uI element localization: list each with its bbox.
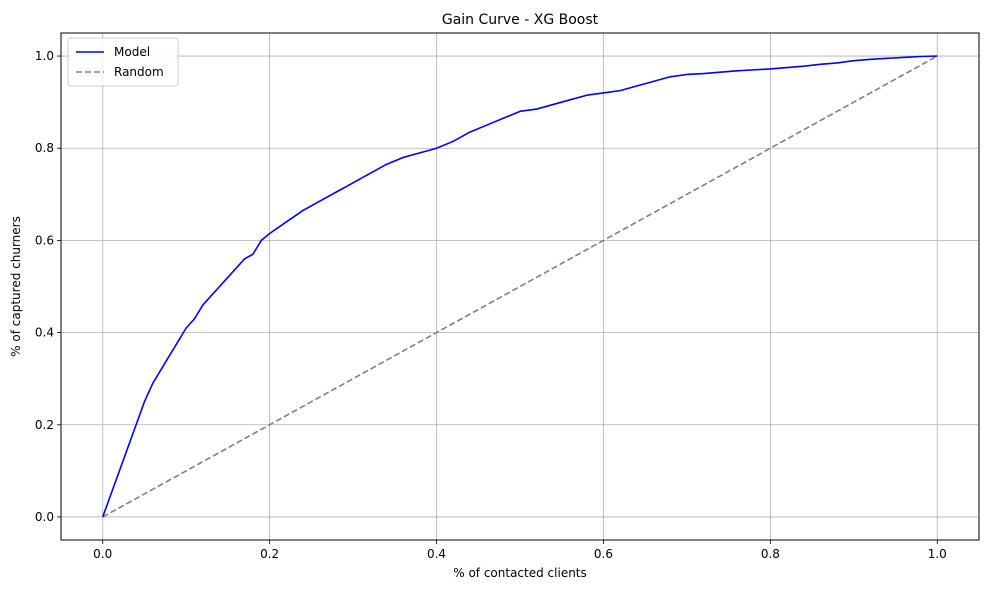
x-tick-label: 0.0 [93, 547, 112, 561]
y-tick-label: 1.0 [35, 49, 54, 63]
x-axis-title: % of contacted clients [453, 566, 587, 580]
plot-frame [60, 32, 980, 541]
legend-label-model: Model [114, 45, 150, 59]
y-tick-label: 0.8 [35, 141, 54, 155]
series-line-model [101, 55, 938, 518]
series-line-random [102, 55, 938, 518]
x-tick-label: 1.0 [928, 547, 947, 561]
x-axis: 0.0 0.2 0.4 0.6 0.8 1.0 [93, 540, 947, 561]
grid [61, 33, 979, 540]
x-tick-label: 0.6 [594, 547, 613, 561]
y-axis: 0.0 0.2 0.4 0.6 0.8 1.0 [35, 49, 61, 524]
y-tick-label: 0.2 [35, 418, 54, 432]
y-tick-label: 0.4 [35, 326, 54, 340]
x-tick-label: 0.2 [260, 547, 279, 561]
legend-box [67, 37, 179, 87]
x-tick-label: 0.4 [427, 547, 446, 561]
x-tick-label: 0.8 [761, 547, 780, 561]
legend-label-random: Random [114, 65, 164, 79]
chart-title: Gain Curve - XG Boost [442, 12, 599, 28]
y-tick-label: 0.0 [35, 510, 54, 524]
y-axis-title: % of captured churners [9, 216, 23, 357]
series-layer [101, 55, 938, 518]
legend: Model Random [67, 37, 179, 87]
y-tick-label: 0.6 [35, 233, 54, 247]
